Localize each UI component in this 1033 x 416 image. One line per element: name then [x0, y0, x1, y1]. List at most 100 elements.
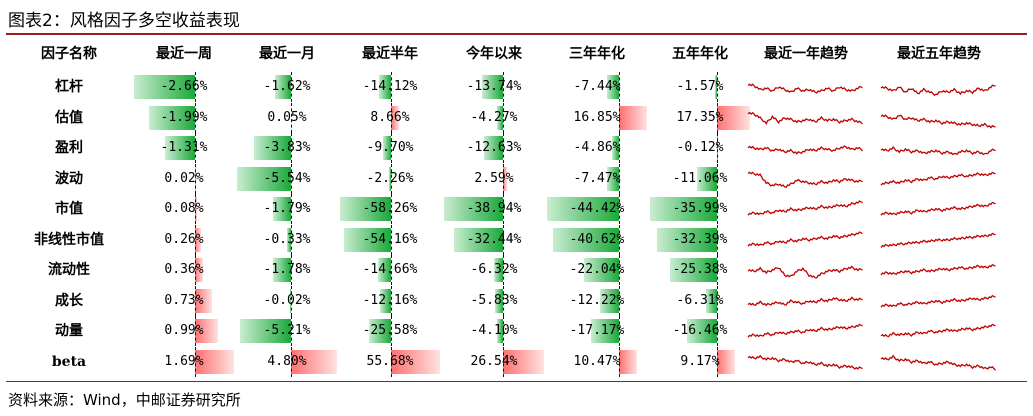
value-label: -3.83%	[263, 140, 311, 155]
zero-axis	[619, 224, 621, 255]
zero-axis	[290, 163, 292, 194]
trend-series	[880, 354, 996, 371]
zero-axis	[391, 255, 393, 285]
zero-axis	[619, 102, 621, 133]
factor-name: 波动	[55, 170, 83, 187]
one-year-trend-line	[747, 111, 863, 125]
zero-axis	[195, 285, 197, 316]
value-label: -1.79%	[263, 201, 311, 216]
zero-axis	[619, 285, 621, 316]
zero-axis	[391, 194, 393, 224]
positive-bar	[195, 288, 212, 313]
value-cell: -12.22%	[547, 285, 647, 316]
value-label: -1.99%	[160, 109, 208, 125]
value-label: -5.54%	[263, 170, 311, 186]
value-label: -7.47%	[573, 170, 621, 186]
value-label: -12.22%	[569, 292, 625, 308]
factor-name: 非线性市值	[34, 231, 104, 248]
value-label: 8.66%	[370, 109, 410, 125]
value-label: -2.26%	[366, 170, 414, 186]
five-year-trend-line	[880, 323, 996, 338]
value-cell: 10.47%	[547, 346, 647, 377]
value-label: 0.36%	[164, 262, 204, 277]
positive-bar	[391, 105, 399, 130]
negative-bar	[547, 197, 620, 221]
value-cell: 26.54%	[444, 346, 544, 377]
bottom-rule	[6, 381, 1027, 382]
negative-bar	[273, 197, 291, 221]
zero-axis	[195, 346, 197, 377]
value-label: -58.26%	[362, 201, 418, 216]
value-cell: 0.36%	[134, 255, 234, 285]
zero-axis	[717, 346, 719, 377]
five-year-trend-line	[880, 294, 996, 308]
zero-axis	[717, 224, 719, 255]
value-label: -44.42%	[569, 201, 625, 216]
value-cell: -25.58%	[340, 316, 440, 346]
value-cell: -12.16%	[340, 285, 440, 316]
column-header: 因子名称	[41, 46, 97, 62]
value-label: 0.26%	[164, 231, 204, 247]
negative-bar	[240, 319, 291, 343]
zero-axis	[290, 194, 292, 224]
zero-axis	[195, 102, 197, 133]
one-year-trend-line	[747, 83, 863, 94]
zero-axis	[619, 346, 621, 377]
negative-bar	[497, 319, 504, 343]
zero-axis	[717, 316, 719, 346]
trend-series	[880, 294, 996, 308]
negative-bar	[686, 319, 718, 343]
value-label: -6.31%	[676, 292, 724, 308]
zero-axis	[717, 133, 719, 163]
value-label: -14.12%	[362, 79, 418, 94]
value-cell: -32.39%	[650, 224, 750, 255]
value-label: -32.39%	[672, 231, 728, 247]
zero-axis	[503, 133, 505, 163]
value-label: -0.02%	[263, 292, 311, 308]
one-year-trend-line	[747, 323, 863, 338]
column-header: 五年年化	[672, 46, 728, 62]
one-year-trend-line	[747, 200, 863, 216]
negative-bar	[669, 258, 718, 282]
positive-bar	[503, 166, 508, 191]
column-header: 最近五年趋势	[897, 46, 981, 62]
one-year-trend-line	[747, 295, 863, 306]
value-cell: 0.05%	[237, 102, 337, 133]
value-cell: -58.26%	[340, 194, 440, 224]
zero-axis	[503, 346, 505, 377]
value-cell: 0.73%	[134, 285, 234, 316]
value-cell: 16.85%	[547, 102, 647, 133]
trend-series	[880, 201, 996, 216]
column-header: 最近一年趋势	[764, 46, 848, 62]
zero-axis	[195, 255, 197, 285]
value-label: -1.62%	[263, 79, 311, 94]
zero-axis	[391, 285, 393, 316]
negative-bar	[149, 105, 196, 130]
value-cell: 9.17%	[650, 346, 750, 377]
zero-axis	[503, 255, 505, 285]
value-cell: -1.78%	[237, 255, 337, 285]
value-cell: -44.42%	[547, 194, 647, 224]
zero-axis	[503, 194, 505, 224]
value-cell: 17.35%	[650, 102, 750, 133]
value-cell: -1.57%	[650, 72, 750, 102]
zero-axis	[391, 224, 393, 255]
value-cell: -11.06%	[650, 163, 750, 194]
zero-axis	[717, 285, 719, 316]
negative-bar	[696, 166, 718, 191]
value-cell: -13.74%	[444, 72, 544, 102]
value-cell: -1.31%	[134, 133, 234, 163]
zero-axis	[503, 316, 505, 346]
figure-title: 图表2：风格因子多空收益表现	[8, 11, 240, 31]
value-cell: -16.46%	[650, 316, 750, 346]
value-cell: 0.02%	[134, 163, 234, 194]
five-year-trend-line	[880, 113, 996, 129]
value-cell: -5.21%	[237, 316, 337, 346]
column-header: 最近半年	[362, 46, 418, 62]
value-label: 2.59%	[474, 170, 514, 186]
value-label: -4.10%	[470, 323, 518, 338]
value-cell: -3.83%	[237, 133, 337, 163]
value-cell: -2.66%	[134, 72, 234, 102]
value-cell: 2.59%	[444, 163, 544, 194]
zero-axis	[290, 346, 292, 377]
